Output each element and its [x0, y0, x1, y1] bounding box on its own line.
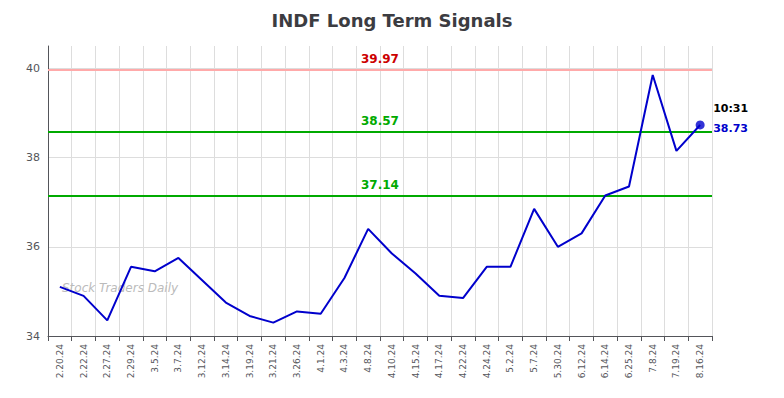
svg-text:2.22.24: 2.22.24	[79, 344, 89, 379]
svg-text:2.27.24: 2.27.24	[102, 344, 112, 379]
svg-text:4.17.24: 4.17.24	[434, 344, 444, 379]
svg-text:38.73: 38.73	[713, 122, 748, 135]
svg-text:3.12.24: 3.12.24	[197, 344, 207, 379]
svg-text:5.7.24: 5.7.24	[529, 344, 539, 373]
svg-text:6.25.24: 6.25.24	[624, 344, 634, 379]
svg-text:6.14.24: 6.14.24	[600, 344, 610, 379]
svg-text:Stock Traders Daily: Stock Traders Daily	[62, 281, 179, 295]
svg-text:3.26.24: 3.26.24	[292, 344, 302, 379]
svg-text:4.3.24: 4.3.24	[339, 344, 349, 373]
svg-text:8.16.24: 8.16.24	[695, 344, 705, 379]
svg-text:INDF Long Term Signals: INDF Long Term Signals	[272, 10, 513, 31]
svg-text:38: 38	[26, 151, 40, 164]
svg-text:4.15.24: 4.15.24	[411, 344, 421, 379]
svg-text:7.19.24: 7.19.24	[671, 344, 681, 379]
svg-text:4.10.24: 4.10.24	[387, 344, 397, 379]
svg-text:4.1.24: 4.1.24	[316, 344, 326, 373]
svg-text:40: 40	[26, 62, 40, 75]
svg-text:34: 34	[26, 330, 40, 343]
svg-text:4.22.24: 4.22.24	[458, 344, 468, 379]
svg-text:36: 36	[26, 240, 40, 253]
svg-text:3.19.24: 3.19.24	[245, 344, 255, 379]
svg-text:37.14: 37.14	[361, 178, 399, 192]
svg-text:39.97: 39.97	[361, 52, 399, 66]
svg-text:38.57: 38.57	[361, 114, 399, 128]
svg-text:4.24.24: 4.24.24	[482, 344, 492, 379]
svg-text:3.21.24: 3.21.24	[268, 344, 278, 379]
svg-text:6.12.24: 6.12.24	[577, 344, 587, 379]
svg-text:2.20.24: 2.20.24	[55, 344, 65, 379]
svg-text:3.7.24: 3.7.24	[173, 344, 183, 373]
svg-text:10:31: 10:31	[713, 102, 748, 115]
svg-text:4.8.24: 4.8.24	[363, 344, 373, 373]
svg-text:2.29.24: 2.29.24	[126, 344, 136, 379]
svg-text:5.2.24: 5.2.24	[505, 344, 515, 373]
svg-text:5.30.24: 5.30.24	[553, 344, 563, 379]
svg-text:3.14.24: 3.14.24	[221, 344, 231, 379]
svg-text:7.8.24: 7.8.24	[648, 344, 658, 373]
svg-text:3.5.24: 3.5.24	[150, 344, 160, 373]
